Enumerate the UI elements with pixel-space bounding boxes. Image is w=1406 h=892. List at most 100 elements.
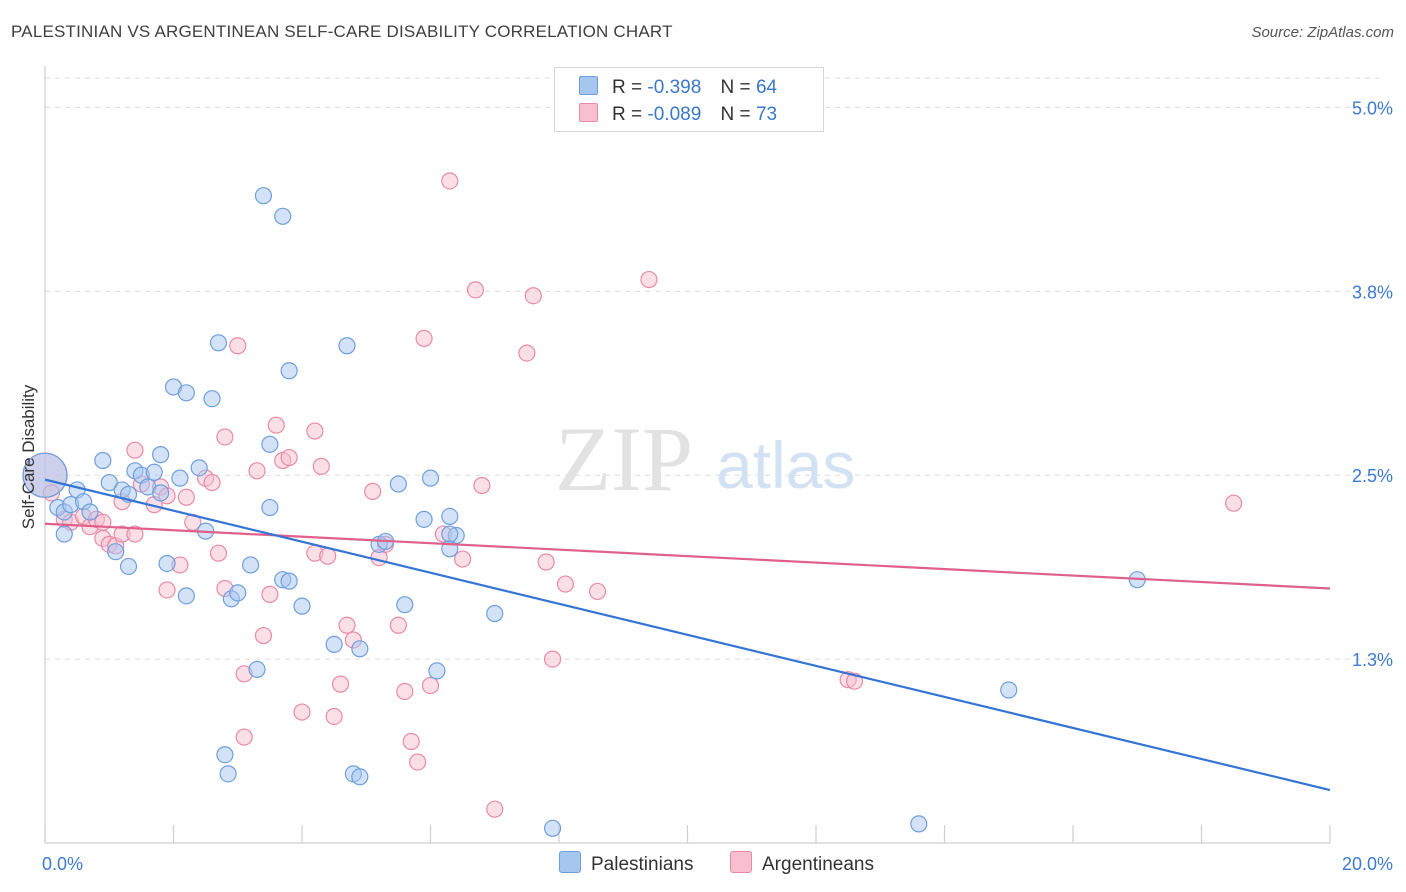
palestinians-point (248, 660, 266, 679)
argentineans-point (306, 422, 324, 440)
n-value: 64 (755, 77, 778, 98)
argentineans-point (556, 575, 575, 593)
source-label: Source: ZipAtlas.com (1251, 24, 1394, 41)
argentineans-point (524, 287, 542, 305)
argentineans-point (235, 728, 253, 746)
argentineans-point (486, 800, 504, 818)
palestinians-point (119, 557, 138, 576)
argentineans-point (261, 585, 279, 603)
palestinians-point (428, 662, 446, 680)
palestinians-point (209, 334, 228, 352)
argentineans-point (216, 428, 234, 446)
palestinians-point (325, 635, 343, 653)
y-tick-label: 1.3% (1352, 650, 1393, 670)
n-label: N = (720, 77, 751, 98)
argentineans-point (267, 416, 285, 434)
palestinians-point (543, 819, 562, 837)
argentineans-point (203, 473, 221, 492)
tick-labels: 1.3% 2.5% 3.8% 5.0% 0.0% 20.0% (42, 98, 1393, 874)
argentineans-point (415, 329, 433, 347)
palestinians-point (100, 473, 118, 492)
palestinians-point (280, 572, 298, 590)
r-value: -0.398 (647, 77, 702, 98)
axes (44, 66, 1331, 844)
argentineans-point (338, 616, 356, 634)
legend-item-palestinians[interactable]: Palestinians (559, 851, 693, 876)
argentineans-point (1225, 494, 1243, 512)
legend-label: Palestinians (591, 854, 694, 875)
palestinians-point (261, 435, 279, 453)
palestinians-point (22, 452, 68, 498)
argentineans-point (280, 448, 298, 467)
r-label: R = (612, 104, 643, 125)
palestinians-point (910, 815, 928, 833)
argentineans-point (158, 581, 176, 599)
palestinians-point (81, 503, 99, 521)
palestinians-point (441, 507, 459, 526)
palestinians-point (203, 390, 221, 408)
y-axis-label: Self-Care Disability (19, 384, 38, 529)
palestinians-point (152, 446, 170, 464)
palestinians-point (351, 640, 369, 658)
palestinians-point (158, 554, 176, 573)
palestinians-point (396, 596, 414, 614)
watermark-atlas: atlas (716, 428, 855, 502)
trend-lines (44, 478, 1331, 792)
palestinians-point (338, 337, 356, 355)
argentineans-point (254, 626, 273, 645)
argentineans-point (389, 616, 407, 634)
palestinians-point (254, 187, 273, 205)
palestinians-point (421, 469, 440, 487)
argentineans-point (421, 676, 440, 695)
argentineans-point (409, 753, 427, 771)
legend-swatch-argentineans (730, 851, 752, 873)
watermark-zip: ZIP (555, 408, 693, 510)
y-tick-label: 3.8% (1352, 282, 1393, 302)
palestinians-point (274, 207, 292, 225)
palestinians-point (177, 384, 195, 402)
trend-line-argentineans (44, 522, 1331, 590)
argentineans-point (177, 488, 195, 506)
series-palestinians-points (22, 187, 1146, 837)
argentineans-point (126, 441, 144, 459)
legend-row-palestinians: R = -0.398 N = 64 (579, 76, 777, 100)
x-tick-label: 20.0% (1342, 854, 1393, 874)
argentineans-point (248, 462, 266, 480)
n-label: N = (720, 104, 751, 125)
argentineans-point (454, 550, 472, 568)
palestinians-point (280, 362, 298, 380)
argentineans-point (396, 682, 414, 701)
x-tick-label: 0.0% (42, 854, 83, 874)
argentineans-point (209, 544, 228, 562)
palestinians-point (351, 768, 369, 786)
palestinians-point (55, 525, 73, 543)
palestinians-point (293, 597, 311, 615)
argentineans-point (319, 547, 337, 565)
palestinians-point (389, 475, 407, 493)
palestinians-point (107, 543, 125, 561)
palestinians-point (216, 746, 234, 764)
argentineans-point (640, 270, 658, 289)
legend-swatch-palestinians (559, 851, 581, 873)
palestinians-point (441, 525, 459, 543)
argentineans-point (466, 281, 485, 299)
y-tick-label: 5.0% (1352, 98, 1393, 118)
palestinians-point (219, 765, 237, 783)
palestinians-point (152, 484, 170, 502)
argentineans-point (293, 703, 311, 721)
argentineans-point (537, 553, 555, 571)
palestinians-point (177, 587, 195, 605)
r-label: R = (612, 77, 643, 98)
argentineans-point (473, 476, 491, 495)
argentineans-point (325, 707, 343, 726)
palestinians-point (171, 469, 189, 487)
palestinians-point (145, 463, 163, 481)
argentineans-point (543, 650, 562, 668)
palestinians-point (229, 584, 247, 602)
palestinians-point (94, 451, 112, 470)
legend-item-argentineans[interactable]: Argentineans (730, 851, 874, 876)
legend-label: Argentineans (762, 854, 874, 875)
watermark: ZIP atlas (555, 408, 855, 510)
argentineans-point (441, 172, 459, 190)
